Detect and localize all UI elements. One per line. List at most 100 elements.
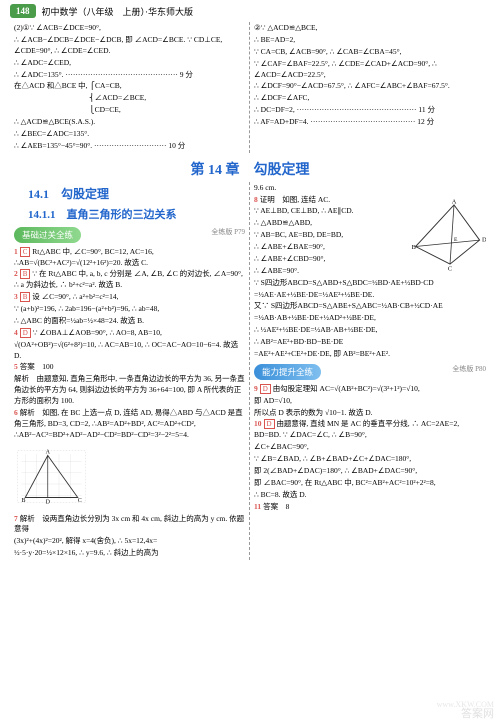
line: ∴ ∠ADC=∠CED, (14, 58, 245, 69)
q9: 9D 由勾股定理知 AC=√(AB²+BC²)=√(3²+1²)=√10, (254, 384, 486, 395)
page-number: 148 (10, 4, 36, 18)
body-left-col: 14.1 勾股定理 14.1.1 直角三角形的三边关系 基础过关全练 全练版 P… (10, 182, 250, 560)
qtext: 答案 100 (20, 362, 54, 371)
q2: 2B ∵ 在 Rt△ABC 中, a, b, c 分别是 ∠A, ∠B, ∠C … (14, 269, 245, 291)
q6: 6解析 如图, 在 BC 上选一点 D, 连结 AD, 易得△ABD 与△ACD… (14, 408, 245, 441)
top-columns: (2)①∵ ∠ACB=∠DCE=90°, ∴ ∠ACB−∠DCB=∠DCE−∠D… (0, 22, 500, 153)
qnum: 7 (14, 514, 18, 523)
line: ∴ BC=8. 故选 D. (254, 490, 486, 501)
page-ref-2: 全练版 P80 (452, 364, 486, 374)
qnum: 9 (254, 384, 258, 393)
line: ∴ △ABC 的面积=½ab=½×48=24. 故选 B. (14, 316, 245, 327)
basic-band: 基础过关全练 (14, 227, 81, 243)
line: ½·5·y·20=½×12×16, ∴ y=9.6, ∴ 斜边上的高为 (14, 548, 245, 559)
svg-text:A: A (46, 449, 51, 455)
line: ⎨∠ACD=∠BCE, (14, 93, 245, 104)
line: ∴ ∠DCF=∠AFC, (254, 93, 486, 104)
svg-text:C: C (448, 265, 452, 272)
line: ∵ ∠B=∠BAD, ∴ ∠B+∠BAD+∠C+∠DAC=180°, (254, 454, 486, 465)
qtext: ∵ ∠OBA⊥∠AOB=90°, ∴ AO=8, AB=10, (33, 328, 162, 337)
qnum: 5 (14, 362, 18, 371)
line: 9.6 cm. (254, 183, 486, 194)
ability-band-row: 能力提升全练 全练版 P80 (254, 361, 486, 383)
line: ∴ ∠ADC=135°. ···························… (14, 70, 245, 81)
section-14-1-1: 14.1.1 直角三角形的三边关系 (14, 204, 245, 224)
triangle-diagram-1: A B C D (14, 444, 89, 509)
line: (3x)²+(4x)²=20², 解得 x=4(舍负), ∴ 5x=12,4x= (14, 536, 245, 547)
line: ∵ S四边形ABCD=S△ABD+S△BDC=½BD·AE+½BD·CD (254, 278, 486, 289)
top-left-col: (2)①∵ ∠ACB=∠DCE=90°, ∴ ∠ACB−∠DCB=∠DCE−∠D… (10, 22, 250, 153)
qnum: 10 (254, 419, 262, 428)
qnum: 4 (14, 328, 18, 337)
answer-box: B (20, 269, 31, 279)
line: 即 2(∠BAD+∠DAC)=180°, ∴ ∠BAD+∠DAC=90°, (254, 466, 486, 477)
line: =AE²+AE²+CE²+DE·DE, 即 AB²=BE²+AE². (254, 349, 486, 360)
q1: 1C Rt△ABC 中, ∠C=90°, BC=12, AC=16, ∴AB=√… (14, 247, 245, 269)
line: (2)①∵ ∠ACB=∠DCE=90°, (14, 23, 245, 34)
answer-box: B (20, 292, 31, 302)
svg-text:D: D (46, 499, 51, 505)
line: ∴ ∠DCF=90°−∠ACD=67.5°, ∴ ∠AFC=∠ABC+∠BAF=… (254, 81, 486, 92)
line: ∠C+∠BAC=90°, (254, 442, 486, 453)
q5: 5答案 100 (14, 362, 245, 373)
line: ∵ ∠CAF=∠BAF=22.5°, ∴ ∠CDE=∠CAD+∠ACD=90°,… (254, 59, 486, 81)
answer-box: D (260, 384, 271, 394)
qtext: 由勾股定理知 AC=√(AB²+BC²)=√(3²+1²)=√10, (273, 384, 420, 393)
qtext: 由题意得, 直线 MN 是 AC 的垂直平分线, ∴ AC=2AE=2, BD=… (254, 419, 459, 439)
line: ∴ ∠BEC=∠ADC=135°. (14, 129, 245, 140)
line: =½AB·AB+½BE·DE+½AD²+½BE·DE, (254, 313, 486, 324)
q3: 3B 设 ∠C=90°, ∴ a²+b²=c²=14, (14, 292, 245, 303)
body-right-col: 9.6 cm. 8证明 如图, 连结 AC. A B C D E ∵ AE⊥BD… (250, 182, 490, 560)
qnum: 6 (14, 408, 18, 417)
line: ∴ AB²=AE²+BD·BD−BE·DE (254, 337, 486, 348)
qtext: 解析 设两直角边长分别为 3x cm 和 4x cm, 斜边上的高为 y cm.… (14, 514, 244, 534)
line: ∴ AF=AD+DF=4. ··························… (254, 117, 486, 128)
line: 解析 由题意知, 直角三角形中, 一条直角边边长的平方为 36, 另一条直角边长… (14, 374, 245, 407)
page-ref-1: 全练版 P79 (211, 227, 245, 237)
svg-text:B: B (22, 498, 26, 504)
svg-text:C: C (78, 498, 82, 504)
answer-box: D (20, 328, 31, 338)
line: =½AE·AE+½BE·DE=½AE²+½BE·DE. (254, 290, 486, 301)
line: 即 AD=√10, (254, 396, 486, 407)
line: 所以点 D 表示的数为 √10−1. 故选 D. (254, 408, 486, 419)
answer-box: C (20, 247, 31, 257)
qtext: 证明 如图, 连结 AC. (260, 195, 330, 204)
svg-text:B: B (412, 243, 416, 250)
line: ②∵ △ACD≌△BCE, (254, 23, 486, 34)
qtext: 设 ∠C=90°, ∴ a²+b²=c²=14, (32, 292, 118, 301)
q8-block: 8证明 如图, 连结 AC. A B C D E ∵ AE⊥BD, CE⊥BD,… (254, 195, 486, 277)
line: ∴ BE=AD=2, (254, 35, 486, 46)
line: ∴ DC=DF=2, ·····························… (254, 105, 486, 116)
q11: 11答案 8 (254, 502, 486, 513)
page-header: 148 初中数学（八年级 上册）·华东师大版 (0, 0, 500, 22)
qnum: 3 (14, 292, 18, 301)
qnum: 2 (14, 269, 18, 278)
line: ∴ ∠ACB−∠DCB=∠DCE−∠DCB, 即 ∠ACD=∠BCE. ∵ CD… (14, 35, 245, 57)
line: ∵ AE⊥BD, CE⊥BD, ∴ AE∥CD. (254, 206, 393, 217)
qnum: 1 (14, 247, 18, 256)
svg-text:A: A (452, 198, 457, 205)
answer-box: D (264, 419, 275, 429)
line: ∴ ∠ABE+∠BAE=90°, (254, 242, 393, 253)
svg-text:E: E (454, 236, 458, 242)
qtext: ∵ 在 Rt△ABC 中, a, b, c 分别是 ∠A, ∠B, ∠C 的对边… (14, 269, 243, 289)
line: ∴ △ABD≌△ABD, (254, 218, 393, 229)
ability-band: 能力提升全练 (254, 364, 321, 380)
line: 又∵ S四边形ABCD=S△ABE+S△ABC=½AB·CB+½CD·AE (254, 301, 486, 312)
q7: 7解析 设两直角边长分别为 3x cm 和 4x cm, 斜边上的高为 y cm… (14, 514, 245, 536)
line: ∴ △ACD≌△BCE(S.A.S.). (14, 117, 245, 128)
line: ∴ ½AE²+½BE·DE=½AB·AB+½BE·DE, (254, 325, 486, 336)
chapter-title: 第 14 章 勾股定理 (0, 153, 500, 182)
line: ∵ CA=CB, ∠ACB=90°, ∴ ∠CAB=∠CBA=45°, (254, 47, 486, 58)
top-right-col: ②∵ △ACD≌△BCE, ∴ BE=AD=2, ∵ CA=CB, ∠ACB=9… (250, 22, 490, 153)
basic-band-row: 基础过关全练 全练版 P79 (14, 224, 245, 246)
line: ∴ ∠AEB=135°−45°=90°. ···················… (14, 141, 245, 152)
book-title: 初中数学（八年级 上册）·华东师大版 (42, 5, 194, 18)
line: 即 ∠BAC=90°, 在 Rt△ABC 中, BC²=AB²+AC²=10²+… (254, 478, 486, 489)
line: √(OA²+OB²)=√(6²+8²)=10, ∴ AC=AB=10, ∴ OC… (14, 340, 245, 362)
body-columns: 14.1 勾股定理 14.1.1 直角三角形的三边关系 基础过关全练 全练版 P… (0, 182, 500, 560)
qnum: 8 (254, 195, 258, 204)
q10: 10D 由题意得, 直线 MN 是 AC 的垂直平分线, ∴ AC=2AE=2,… (254, 419, 486, 441)
line: ∵ (a+b)²=196, ∴ 2ab=196−(a²+b²)=96, ∴ ab… (14, 304, 245, 315)
